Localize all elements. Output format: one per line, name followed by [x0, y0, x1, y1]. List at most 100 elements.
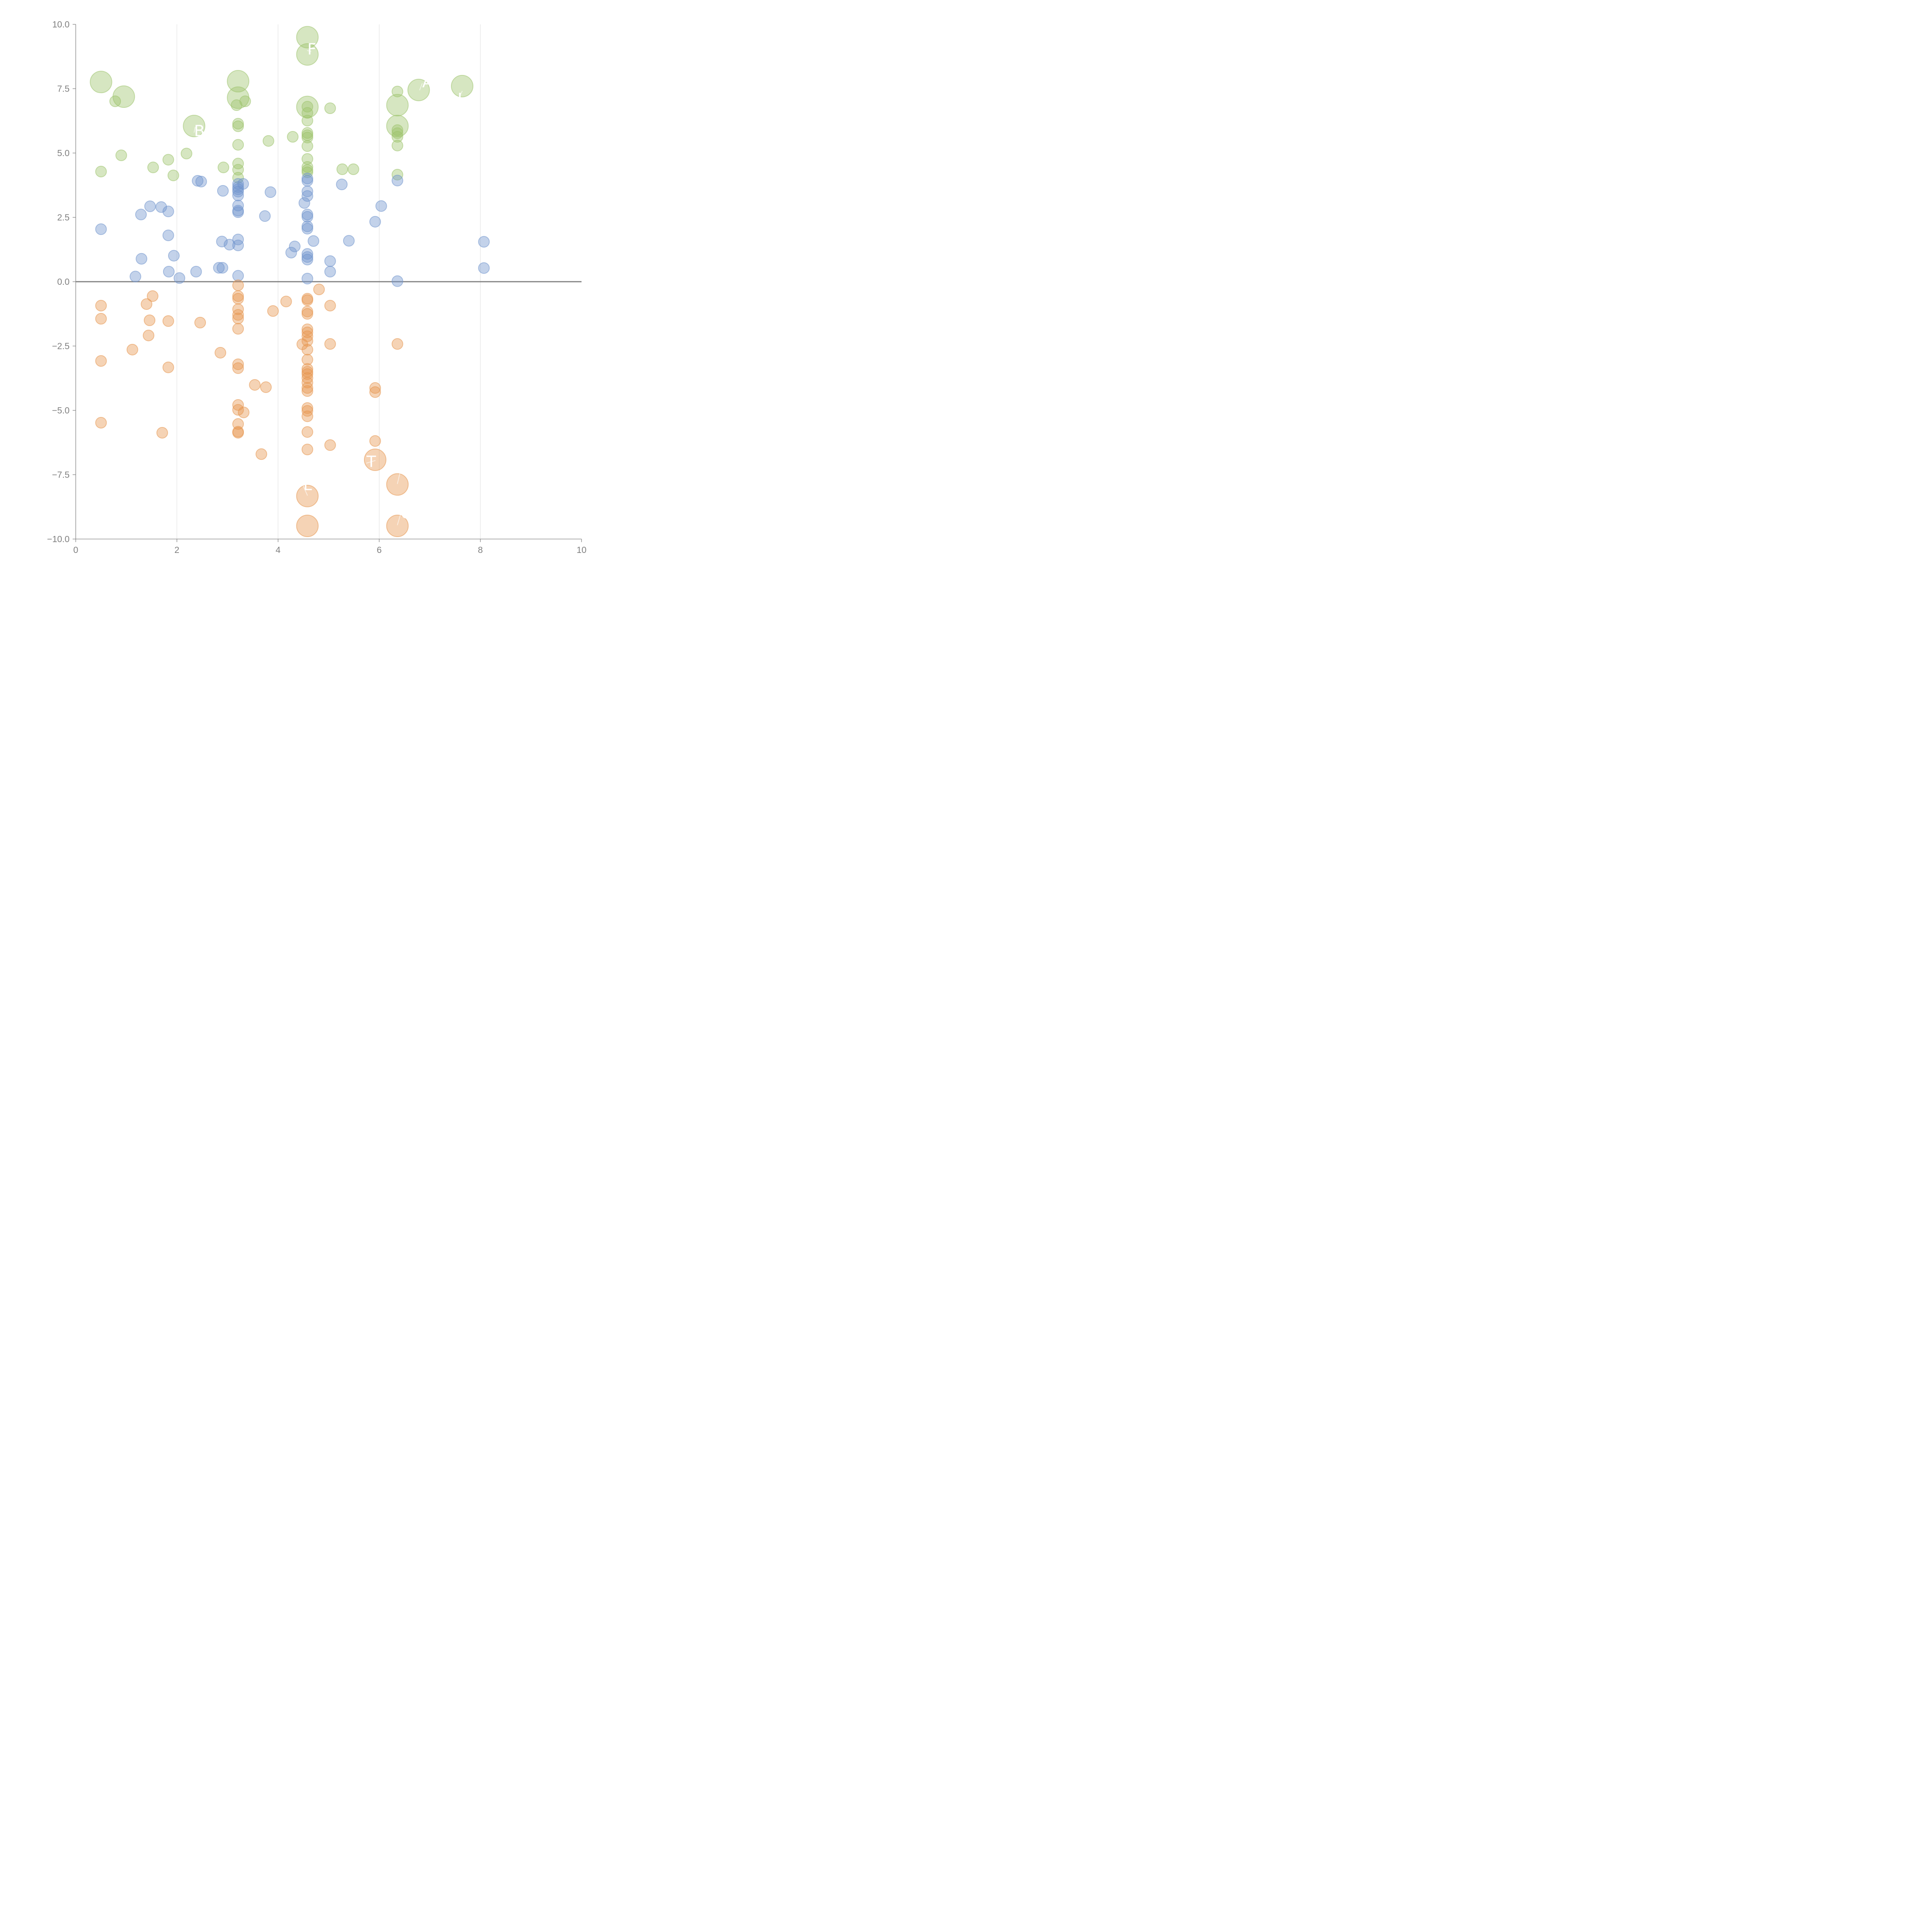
- annotation-leader: [457, 91, 463, 101]
- annotation-leader: [419, 83, 423, 90]
- data-point: [232, 279, 244, 291]
- data-point: [324, 338, 336, 350]
- data-point: [407, 78, 430, 101]
- data-point: [324, 439, 336, 451]
- data-point: [217, 185, 229, 197]
- data-point: [232, 118, 244, 130]
- data-point: [280, 296, 292, 308]
- data-point: [135, 209, 147, 221]
- data-point: [267, 305, 279, 317]
- data-point: [391, 175, 403, 187]
- data-point: [301, 140, 313, 152]
- data-point: [232, 240, 244, 252]
- data-point: [218, 162, 230, 173]
- data-point: [301, 273, 313, 285]
- data-point: [95, 313, 107, 325]
- data-point: [301, 185, 313, 197]
- data-point: [296, 485, 319, 507]
- x-tick-label: 2: [174, 545, 179, 555]
- data-point: [324, 266, 336, 278]
- data-point: [239, 95, 251, 107]
- data-point: [163, 266, 175, 278]
- data-point: [232, 427, 244, 439]
- y-tick-label: −10.0: [47, 534, 70, 544]
- data-point: [232, 358, 244, 370]
- data-point: [301, 323, 313, 335]
- data-point: [232, 290, 244, 302]
- data-point: [162, 154, 174, 166]
- x-tick-label: 0: [73, 545, 78, 555]
- data-point: [162, 315, 174, 327]
- data-point: [232, 164, 244, 176]
- data-point: [112, 85, 135, 108]
- data-point: [214, 347, 226, 359]
- x-tick-label: 10: [577, 545, 587, 555]
- data-point: [301, 335, 313, 347]
- data-point: [156, 427, 168, 439]
- data-point: [301, 101, 313, 113]
- data-point: [301, 410, 313, 422]
- series-blue: [95, 172, 490, 287]
- data-point: [301, 368, 313, 380]
- data-point: [301, 166, 313, 178]
- data-point: [95, 165, 107, 177]
- data-point: [115, 149, 127, 161]
- data-point: [183, 115, 206, 138]
- data-point: [144, 200, 156, 212]
- data-point: [232, 233, 244, 245]
- data-point: [375, 200, 387, 212]
- data-point: [262, 135, 274, 147]
- y-tick-label: −5.0: [52, 405, 70, 415]
- data-point: [386, 473, 409, 496]
- data-point: [301, 220, 313, 232]
- data-point: [227, 70, 250, 93]
- data-point: [347, 163, 359, 175]
- data-point: [301, 190, 313, 202]
- data-point: [232, 313, 244, 325]
- data-point: [369, 386, 381, 398]
- x-tick-label: 6: [377, 545, 382, 555]
- data-point: [109, 95, 121, 107]
- data-point: [301, 385, 313, 397]
- data-point: [162, 361, 174, 373]
- data-point: [232, 120, 244, 132]
- data-point: [289, 240, 301, 252]
- axes: 0 2 4 6 8 10 10.0 7.5 5.0 2.5 0.0 −2.5 −5.0 −7.5 −10.0: [47, 19, 587, 555]
- data-point: [386, 515, 409, 537]
- data-point: [216, 236, 228, 248]
- data-point: [143, 330, 155, 342]
- data-point: [301, 294, 313, 306]
- data-point: [167, 169, 179, 181]
- data-point: [391, 124, 403, 136]
- data-point: [136, 253, 148, 265]
- data-point: [190, 266, 202, 278]
- data-point: [180, 148, 192, 160]
- data-point: [369, 382, 381, 394]
- data-point: [308, 235, 320, 247]
- data-point: [478, 236, 490, 248]
- data-point: [478, 262, 490, 274]
- x-tick-label: 4: [276, 545, 281, 555]
- bubble-chart: 0 2 4 6 8 10 10.0 7.5 5.0 2.5 0.0 −2.5 −5.0 −7.5 −10.0…: [47, 19, 587, 555]
- annotation-label: L: [457, 90, 466, 108]
- data-point: [232, 139, 244, 151]
- data-point: [232, 323, 244, 335]
- annotations: F BM AC L T C C L: [194, 41, 466, 526]
- data-point: [232, 270, 244, 282]
- data-point: [90, 71, 112, 94]
- data-point: [232, 189, 244, 201]
- annotation-label: C: [400, 505, 411, 522]
- data-point: [95, 223, 107, 235]
- data-point: [301, 115, 313, 127]
- data-point: [301, 382, 313, 394]
- data-point: [192, 175, 204, 187]
- data-point: [232, 309, 244, 321]
- data-point: [369, 216, 381, 228]
- data-point: [95, 299, 107, 311]
- annotation-label: AC: [422, 73, 444, 91]
- data-point: [216, 262, 228, 274]
- data-point: [301, 132, 313, 144]
- data-point: [301, 330, 313, 342]
- data-point: [324, 255, 336, 267]
- data-point: [195, 175, 207, 187]
